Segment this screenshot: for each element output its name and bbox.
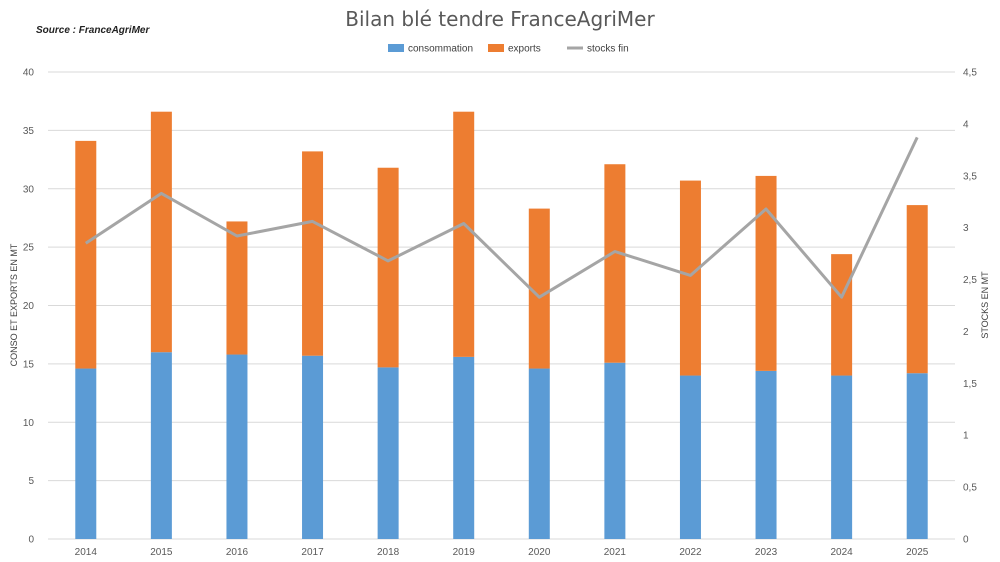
x-tick-label: 2021 xyxy=(604,547,627,558)
bar-exports xyxy=(906,205,928,374)
y-right-tick-label: 4 xyxy=(963,119,969,130)
right-axis: 0 0,5 1 1,5 2 2,5 3 3,5 4 4,5 xyxy=(963,68,977,546)
bar-exports xyxy=(604,164,626,363)
y-right-tick-label: 2 xyxy=(963,327,969,338)
y-tick-label: 40 xyxy=(23,68,35,79)
bar-consommation xyxy=(453,356,475,539)
x-tick-label: 2018 xyxy=(377,547,400,558)
y-axis-title: CONSO ET EXPORTS EN MT xyxy=(9,243,19,366)
legend-label: consommation xyxy=(408,44,473,55)
y-axis-right-title: STOCKS EN MT xyxy=(980,271,990,339)
y-tick-label: 5 xyxy=(28,476,34,487)
bar-consommation xyxy=(906,373,928,539)
bar-consommation xyxy=(377,367,399,539)
bars xyxy=(75,111,928,539)
left-axis: 0 5 10 15 20 25 30 35 40 xyxy=(23,68,35,546)
y-right-tick-label: 3 xyxy=(963,223,969,234)
y-right-tick-label: 1,5 xyxy=(963,379,977,390)
bar-exports xyxy=(831,254,853,376)
legend-label: exports xyxy=(508,44,541,55)
bar-consommation xyxy=(755,370,777,539)
x-axis: 2014 2015 2016 2017 2018 2019 2020 2021 2022 2023… xyxy=(75,547,929,558)
x-tick-label: 2015 xyxy=(150,547,173,558)
y-right-tick-label: 2,5 xyxy=(963,275,977,286)
x-tick-label: 2017 xyxy=(301,547,324,558)
legend-swatch-consommation xyxy=(388,44,404,52)
y-tick-label: 30 xyxy=(23,184,35,195)
x-tick-label: 2023 xyxy=(755,547,778,558)
y-right-tick-label: 0,5 xyxy=(963,483,977,494)
gridlines xyxy=(48,71,955,540)
y-tick-label: 10 xyxy=(23,418,35,429)
x-tick-label: 2016 xyxy=(226,547,249,558)
bar-consommation xyxy=(528,368,550,539)
bar-consommation xyxy=(226,354,248,539)
x-tick-label: 2019 xyxy=(453,547,476,558)
y-tick-label: 35 xyxy=(23,126,35,137)
bar-exports xyxy=(755,175,777,371)
line-layer xyxy=(84,136,919,299)
y-right-tick-label: 4,5 xyxy=(963,68,977,79)
bar-consommation xyxy=(75,368,97,539)
bar-consommation xyxy=(831,375,853,539)
line-stocks-fin xyxy=(84,136,919,299)
x-tick-label: 2014 xyxy=(75,547,98,558)
bar-exports xyxy=(150,111,172,353)
y-tick-label: 25 xyxy=(23,243,35,254)
bar-exports xyxy=(453,111,475,357)
bar-consommation xyxy=(679,375,701,539)
bar-exports xyxy=(302,151,324,356)
y-tick-label: 15 xyxy=(23,359,35,370)
x-tick-label: 2022 xyxy=(679,547,702,558)
bar-exports xyxy=(528,208,550,369)
y-right-tick-label: 0 xyxy=(963,535,969,546)
y-tick-label: 0 xyxy=(28,535,34,546)
chart-source: Source : FranceAgriMer xyxy=(36,25,150,36)
x-tick-label: 2024 xyxy=(831,547,854,558)
x-tick-label: 2025 xyxy=(906,547,929,558)
bar-exports xyxy=(75,140,97,369)
bar-exports xyxy=(226,221,248,355)
chart-title: Bilan blé tendre FranceAgriMer xyxy=(345,7,655,31)
bar-consommation xyxy=(302,355,324,539)
legend-swatch-exports xyxy=(488,44,504,52)
bar-consommation xyxy=(150,352,172,539)
x-tick-label: 2020 xyxy=(528,547,551,558)
legend-label: stocks fin xyxy=(587,44,629,55)
bar-consommation xyxy=(604,362,626,539)
y-right-tick-label: 3,5 xyxy=(963,171,977,182)
y-right-tick-label: 1 xyxy=(963,431,969,442)
bar-exports xyxy=(377,167,399,368)
y-tick-label: 20 xyxy=(23,301,35,312)
bar-exports xyxy=(679,180,701,376)
legend: consommation exports stocks fin xyxy=(388,44,629,55)
